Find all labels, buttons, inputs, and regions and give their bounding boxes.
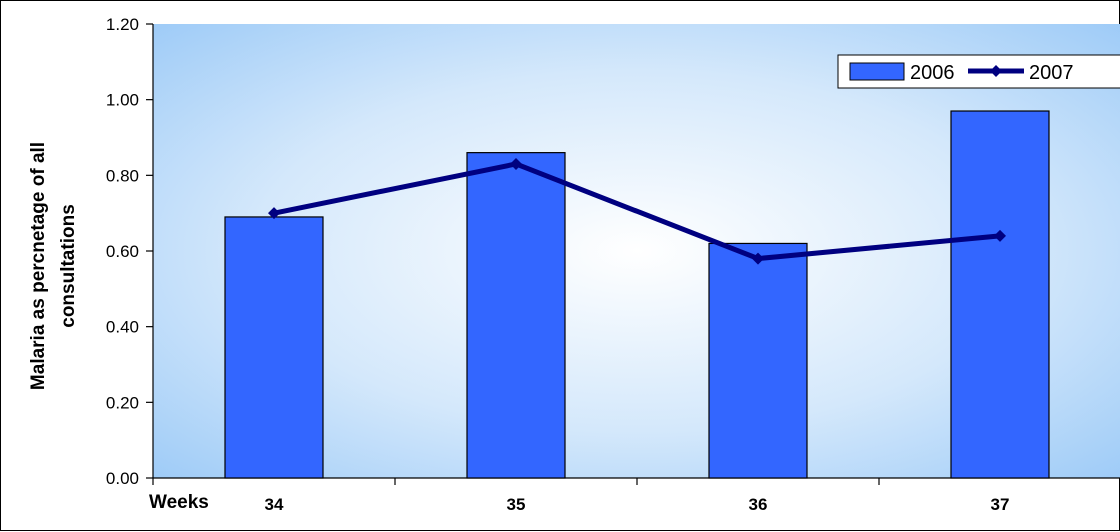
point-2007: [268, 207, 280, 220]
bar-2006: [466, 152, 566, 479]
bar-2006: [224, 216, 324, 479]
point-2007: [994, 229, 1006, 242]
x-tick-label: 37: [991, 495, 1010, 514]
x-tick-label: 36: [749, 495, 768, 514]
x-axis-title: Weeks: [149, 492, 209, 513]
y-tick-label: 0.40: [106, 318, 139, 337]
y-tick-label: 0.00: [106, 469, 139, 488]
bar-2006: [708, 242, 808, 479]
point-2007: [510, 157, 522, 170]
point-2007: [752, 252, 764, 265]
y-tick-label: 1.00: [106, 91, 139, 110]
x-axis-ticks: 34 35 36 37: [152, 478, 1010, 514]
y-axis-title-line-1: Malaria as percnetage of all: [28, 142, 49, 390]
bar-series-2006: [224, 110, 1050, 479]
line-2007: [273, 161, 1001, 262]
x-tick-label: 35: [507, 495, 526, 514]
line-series-2007: [268, 157, 1006, 265]
y-axis-title-line-2: consultations: [58, 204, 79, 328]
legend-swatch-2006: [849, 62, 905, 81]
legend-swatch-2007-marker: [990, 65, 1002, 77]
x-tick-label: 34: [265, 495, 284, 514]
bar-2006: [950, 110, 1050, 479]
y-axis-ticks: 0.00 0.20 0.40 0.60 0.80 1.00 1.20: [106, 15, 153, 488]
legend: 2006 2007: [837, 54, 1120, 89]
y-tick-label: 0.80: [106, 166, 139, 185]
legend-label-2006: 2006: [910, 62, 955, 84]
y-tick-label: 1.20: [106, 15, 139, 34]
y-tick-label: 0.20: [106, 393, 139, 412]
y-tick-label: 0.60: [106, 242, 139, 261]
legend-label-2007: 2007: [1029, 62, 1074, 84]
